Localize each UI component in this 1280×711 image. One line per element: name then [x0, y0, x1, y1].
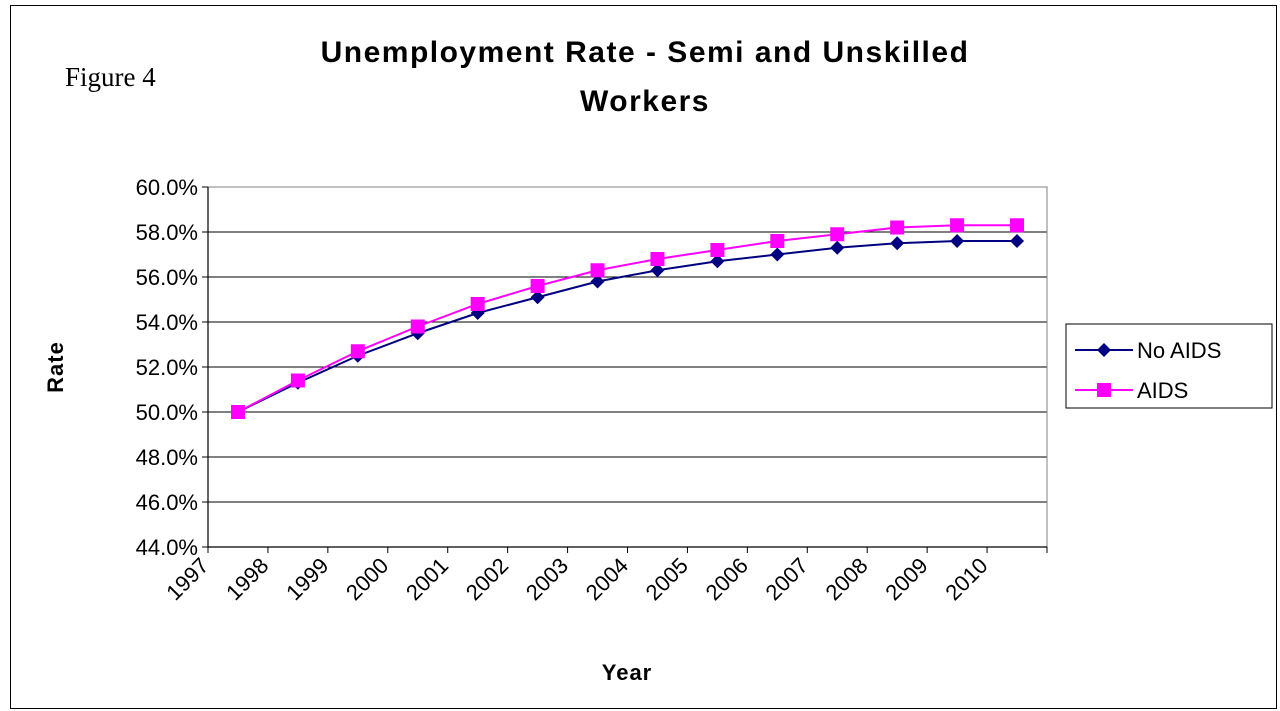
y-tick-label-5: 54.0% — [136, 310, 198, 335]
x-tick-label-2005: 2005 — [641, 553, 693, 605]
y-tick-label-7: 58.0% — [136, 220, 198, 245]
y-tick-label-3: 50.0% — [136, 400, 198, 425]
gridlines — [208, 186, 1047, 503]
x-tick-label-1998: 1998 — [221, 553, 273, 605]
point-aids-2001 — [470, 297, 485, 311]
point-aids-1998 — [290, 373, 305, 388]
point-aids-2008 — [890, 220, 905, 235]
y-tick-label-6: 56.0% — [136, 265, 198, 290]
legend-item-no-aids: No AIDS — [1075, 338, 1221, 363]
chart-title-line-1: Unemployment Rate - Semi and Unskilled — [321, 36, 970, 69]
chart-title-line-2: Workers — [580, 85, 710, 118]
point-aids-2003 — [590, 263, 605, 278]
point-no-aids-2002 — [530, 290, 545, 305]
point-aids-2006 — [770, 234, 785, 248]
x-tick-label-2006: 2006 — [701, 553, 753, 605]
x-tick-label-2010: 2010 — [940, 553, 992, 605]
legend-marker-aids — [1097, 383, 1111, 397]
x-tick-label-2009: 2009 — [880, 553, 932, 605]
x-axis-title: Year — [602, 660, 653, 685]
point-aids-1999 — [350, 344, 365, 359]
y-tick-labels: 44.0% 46.0% 48.0% 50.0% 52.0% 54.0% 56.0% 58.0%… — [136, 175, 198, 560]
y-tick-label-2: 48.0% — [136, 445, 198, 470]
x-tick-label-1999: 1999 — [281, 553, 333, 605]
point-no-aids-2008 — [890, 236, 905, 251]
legend-marker-no-aids — [1097, 343, 1111, 357]
legend-label-aids: AIDS — [1137, 378, 1188, 403]
point-no-aids-2009 — [950, 234, 965, 248]
x-tick-label-2003: 2003 — [521, 553, 573, 605]
x-tick-label-2000: 2000 — [341, 553, 393, 605]
point-aids-2004 — [650, 252, 665, 266]
y-tick-label-1: 46.0% — [136, 490, 198, 515]
legend-label-no-aids: No AIDS — [1137, 338, 1221, 363]
point-no-aids-2005 — [710, 254, 725, 269]
point-aids-1997 — [230, 405, 245, 419]
point-aids-2005 — [710, 243, 725, 257]
point-no-aids-2007 — [830, 240, 845, 255]
x-tick-labels: 1997 1998 1999 2000 2001 2002 2003 2004 2005 2006… — [161, 553, 992, 605]
point-no-aids-2010 — [1010, 234, 1025, 248]
y-tick-label-0: 44.0% — [136, 535, 198, 560]
point-aids-2002 — [530, 279, 545, 293]
legend: No AIDS AIDS — [1065, 323, 1273, 409]
series-line-aids — [237, 224, 1018, 413]
series — [230, 218, 1025, 419]
x-tick-label-2008: 2008 — [820, 553, 872, 605]
x-tick-label-2007: 2007 — [761, 553, 813, 605]
x-tick-label-1997: 1997 — [161, 553, 213, 605]
series-aids — [230, 218, 1025, 419]
legend-item-aids: AIDS — [1075, 378, 1188, 403]
y-tick-label-8: 60.0% — [136, 175, 198, 200]
point-aids-2010 — [1010, 218, 1025, 233]
point-no-aids-2004 — [650, 263, 665, 278]
x-tick-label-2004: 2004 — [581, 553, 633, 605]
point-no-aids-2003 — [590, 274, 605, 289]
series-line-no-aids — [237, 240, 1018, 413]
series-no-aids — [230, 234, 1025, 419]
chart-title: Unemployment Rate - Semi and Unskilled W… — [321, 36, 970, 118]
axes — [202, 186, 1048, 553]
figure-label: Figure 4 — [65, 62, 156, 92]
x-tick-label-2001: 2001 — [401, 553, 453, 605]
point-aids-2000 — [410, 319, 425, 334]
point-aids-2009 — [950, 218, 965, 233]
point-aids-2007 — [830, 227, 845, 242]
y-tick-label-4: 52.0% — [136, 355, 198, 380]
point-no-aids-2006 — [770, 247, 785, 262]
x-tick-label-2002: 2002 — [461, 553, 513, 605]
y-axis-title: Rate — [43, 341, 68, 393]
